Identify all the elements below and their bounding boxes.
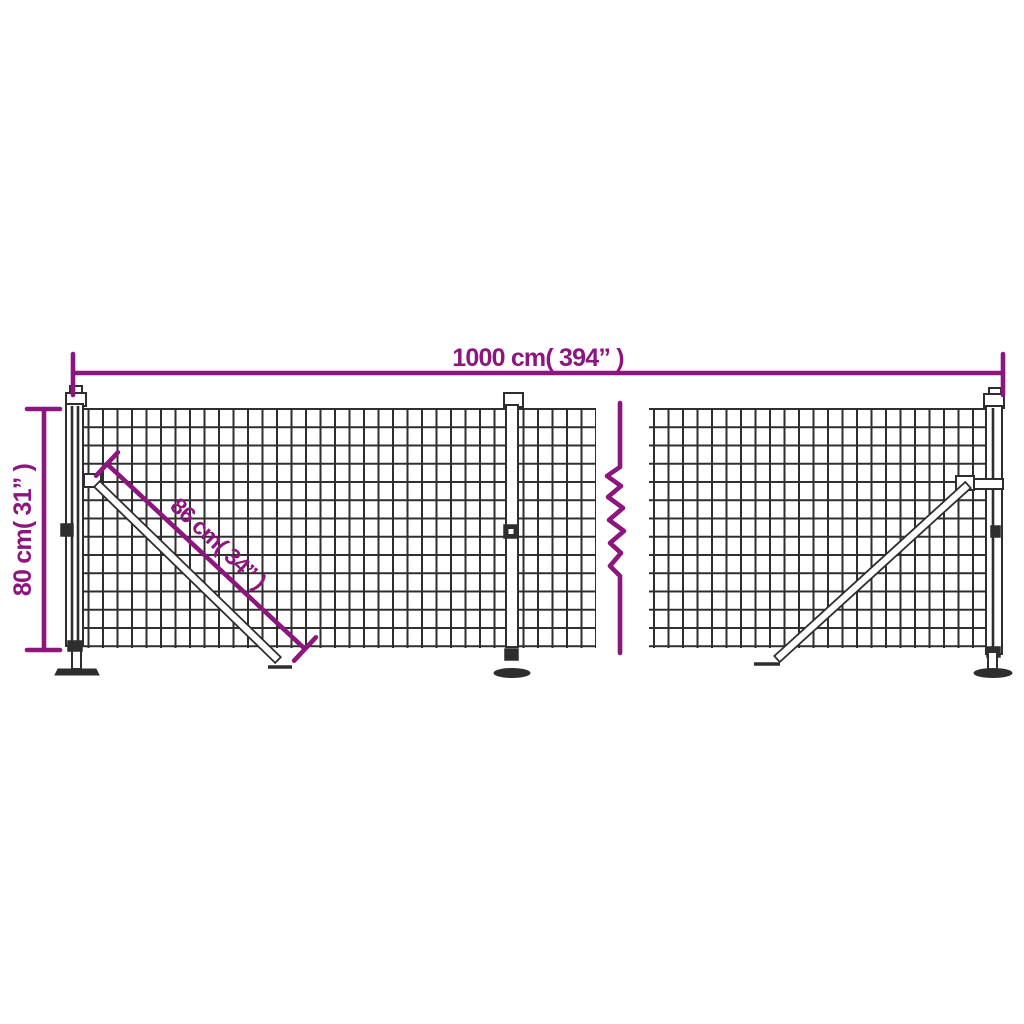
braces (92, 479, 972, 669)
height-dimension-label: 80 cm( 31” ) (9, 463, 37, 596)
post-middle (493, 392, 531, 678)
brace-dimension-cap-bottom (291, 635, 319, 663)
brace-dimension-line (104, 461, 308, 652)
brace-left (92, 479, 283, 665)
width-dimension-label: 1000 cm( 394” ) (452, 344, 624, 372)
brace-dimension-cap-top (93, 450, 121, 478)
dimension-annotations (24, 351, 1006, 663)
post-left-stem-clamp (67, 640, 83, 652)
post-left (54, 385, 102, 676)
post-middle-flange-foot (493, 668, 531, 678)
post-right-clamp (990, 525, 1001, 538)
panel-break-squiggle (604, 400, 627, 656)
post-right-stem (987, 651, 998, 671)
post-left-flange-foot (54, 668, 100, 676)
fence-drawing (54, 385, 1013, 678)
post-right-brace-bar (973, 478, 1004, 490)
post-middle-stem-clamp (504, 648, 519, 661)
post-left-clamp (60, 523, 74, 537)
post-middle-clamp-bolt (508, 529, 514, 534)
post-right-flange-foot (973, 668, 1013, 678)
post-right (955, 387, 1013, 678)
brace-right (773, 480, 972, 664)
mesh-panel-right (649, 408, 1001, 648)
